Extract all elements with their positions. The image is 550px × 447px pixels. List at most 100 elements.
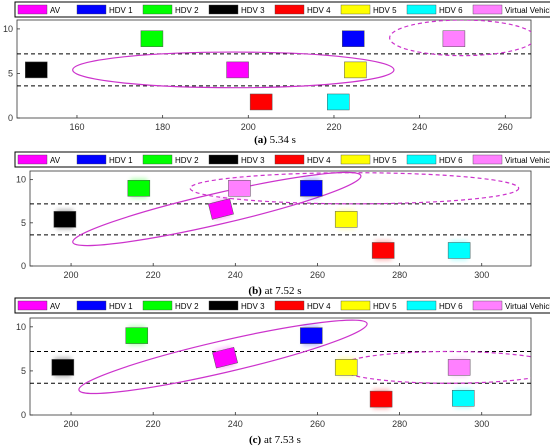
legend-swatch (76, 4, 107, 15)
legend-swatch (17, 154, 48, 165)
x-tick-label: 200 (64, 270, 79, 280)
legend-entry-hdv-4: HDV 4 (274, 4, 331, 15)
legend-entry-virtual-vehicle: Virtual Vehicle (472, 300, 550, 311)
legend-entry-av: AV (17, 154, 61, 165)
y-tick-label: 10 (16, 322, 26, 332)
legend-swatch (142, 300, 173, 311)
y-tick-label: 0 (21, 261, 26, 271)
vehicle-body (53, 211, 77, 228)
legend-label: Virtual Vehicle (505, 156, 550, 165)
legend-entry-hdv-3: HDV 3 (208, 300, 265, 311)
vehicle-body (125, 327, 149, 344)
caption-b-label: (b) (248, 285, 262, 297)
vehicle-virtual-vehicle (228, 178, 251, 199)
legend-entry-hdv-3: HDV 3 (208, 4, 265, 15)
legend-swatch (472, 4, 503, 15)
vehicle-hdv-3 (53, 209, 77, 230)
vehicle-hdv-4 (249, 93, 273, 111)
vehicle-body (334, 359, 358, 376)
vehicle-body (300, 180, 323, 197)
legend-entry-hdv-1: HDV 1 (76, 4, 133, 15)
vehicle-hdv-1 (341, 30, 365, 47)
legend-entry-virtual-vehicle: Virtual Vehicle (472, 4, 550, 15)
legend-label: HDV 5 (373, 156, 397, 165)
y-tick-label: 5 (21, 218, 26, 228)
legend-entry-hdv-2: HDV 2 (142, 300, 199, 311)
caption-c: (c) at 7.53 s (249, 434, 301, 446)
vehicle-body (451, 389, 475, 407)
y-tick-label: 0 (8, 113, 13, 123)
legend-swatch (208, 4, 239, 15)
legend-swatch (406, 300, 437, 311)
vehicle-hdv-5 (334, 209, 358, 230)
vehicle-hdv-5 (344, 61, 367, 79)
legend-entry-hdv-5: HDV 5 (340, 300, 397, 311)
legend-entry-hdv-5: HDV 5 (340, 4, 397, 15)
legend-label: HDV 2 (175, 6, 199, 15)
caption-a-label: (a) (254, 134, 267, 146)
x-tick-label: 160 (69, 122, 84, 132)
plot-area (29, 317, 532, 416)
legend-entry-hdv-4: HDV 4 (274, 154, 331, 165)
plot-area (29, 170, 532, 267)
legend-label: HDV 4 (307, 302, 331, 311)
vehicle-hdv-2 (125, 325, 149, 346)
vehicle-hdv-6 (451, 388, 475, 409)
x-tick-label: 240 (228, 270, 243, 280)
x-tick-label: 260 (310, 270, 325, 280)
x-tick-label: 220 (146, 270, 161, 280)
legend-label: HDV 6 (439, 302, 463, 311)
x-tick-label: 280 (392, 419, 407, 429)
vehicle-virtual-vehicle (442, 30, 466, 47)
legend-entry-hdv-6: HDV 6 (406, 4, 463, 15)
legend-label: AV (50, 302, 61, 311)
legend-swatch (406, 4, 437, 15)
vehicle-hdv-5 (334, 357, 358, 378)
x-tick-label: 220 (326, 122, 341, 132)
legend-entry-hdv-1: HDV 1 (76, 154, 133, 165)
caption-a-text: 5.34 s (267, 134, 296, 146)
y-tick-label: 0 (21, 410, 26, 420)
vehicle-body (369, 390, 393, 408)
legend-label: HDV 1 (109, 302, 133, 311)
vehicle-body (327, 93, 350, 111)
virtual-safety-ellipse (189, 172, 520, 205)
vehicle-body (447, 242, 471, 259)
legend-swatch (340, 300, 371, 311)
legend-label: HDV 3 (241, 156, 265, 165)
caption-c-text: at 7.53 s (261, 434, 301, 446)
legend: AV HDV 1 HDV 2 HDV 3 HDV 4 HDV 5 HDV 6 Virtual … (14, 297, 550, 314)
legend-entry-hdv-1: HDV 1 (76, 300, 133, 311)
vehicle-virtual-vehicle (447, 357, 471, 378)
legend-label: HDV 2 (175, 302, 199, 311)
legend-label: Virtual Vehicle (505, 302, 550, 311)
vehicle-hdv-3 (25, 61, 48, 79)
x-tick-label: 220 (146, 419, 161, 429)
legend-entry-hdv-2: HDV 2 (142, 154, 199, 165)
vehicle-hdv-3 (51, 357, 75, 378)
x-tick-label: 260 (498, 122, 513, 132)
x-tick-label: 300 (474, 270, 489, 280)
vehicle-hdv-4 (371, 240, 395, 261)
vehicle-body (51, 359, 75, 376)
vehicle-body (371, 242, 395, 259)
legend: AV HDV 1 HDV 2 HDV 3 HDV 4 HDV 5 HDV 6 Virtual … (14, 1, 550, 18)
legend-swatch (406, 154, 437, 165)
vehicle-hdv-1 (300, 178, 323, 199)
x-tick-label: 260 (310, 419, 325, 429)
legend-swatch (472, 300, 503, 311)
vehicle-body (341, 30, 365, 47)
x-tick-label: 200 (241, 122, 256, 132)
vehicle-body (127, 180, 151, 197)
x-tick-label: 300 (474, 419, 489, 429)
vehicle-hdv-6 (327, 93, 350, 111)
legend-label: HDV 3 (241, 302, 265, 311)
legend-label: HDV 6 (439, 6, 463, 15)
y-tick-label: 10 (16, 175, 26, 185)
caption-b-text: at 7.52 s (262, 285, 302, 297)
panel-a: 160 180 200 220 240 260 0 5 10 AV HDV 1 HDV 2 HDV 3 H… (3, 1, 550, 132)
vehicle-hdv-2 (140, 30, 164, 47)
legend: AV HDV 1 HDV 2 HDV 3 HDV 4 HDV 5 HDV 6 Virtual … (14, 151, 550, 168)
av-safety-ellipse (78, 319, 368, 395)
